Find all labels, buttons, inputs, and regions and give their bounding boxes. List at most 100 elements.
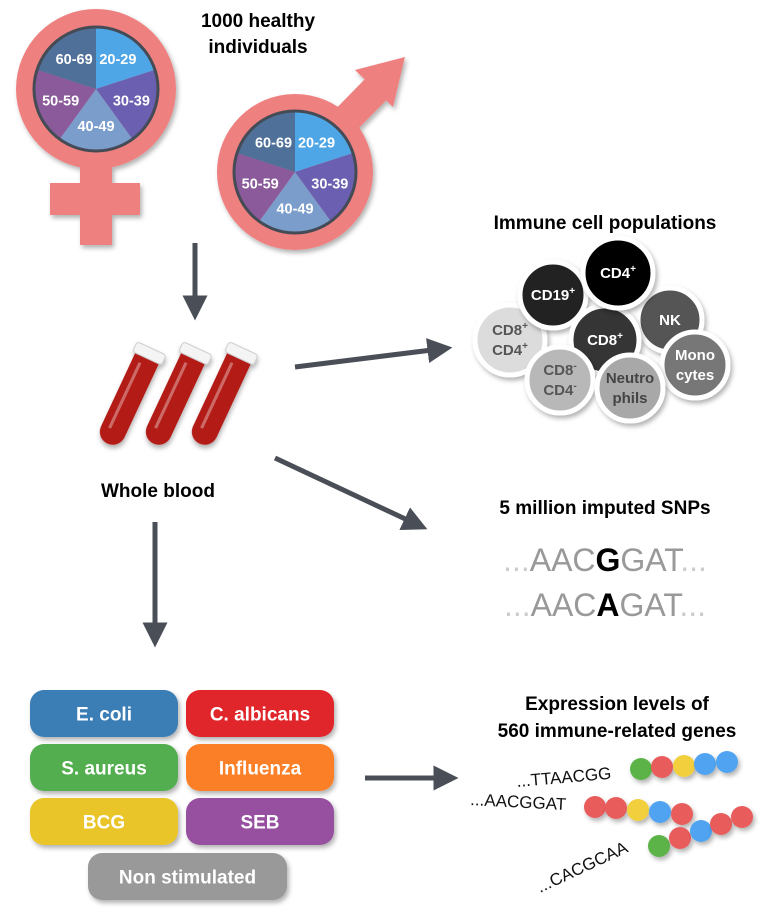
expression-bead [630,758,652,780]
cell-label: CD8- [543,361,576,379]
stimulus-label: Non stimulated [119,868,256,889]
snp-suffix: ... [680,542,707,578]
female-pie-outline [32,25,160,153]
male-pie-slice-60-69 [236,111,295,172]
expression-bead [731,806,753,828]
stimulus-label: S. aureus [61,759,147,780]
expression-bead [649,801,671,823]
female-pie-label: 20-29 [99,52,136,68]
gene-sequence: ...CACGCAA [534,838,632,897]
stimulation-conditions: E. coli C. albicans S. aureus Influenza BCG S… [30,690,334,900]
cell-cd19pos: CD19+ [517,259,589,331]
gene-sequence: ...TTAACGG [516,764,612,791]
cell-neutro-phils: Neutro phils [594,352,666,424]
expression-bead [627,799,649,821]
female-pie-slice-60-69 [37,27,96,89]
expression-bead [716,751,738,773]
blood-tubes [99,342,258,445]
stimulus-label: E. coli [76,705,132,726]
cell-label: CD4+ [492,341,528,359]
female-pie-label: 40-49 [77,119,114,135]
cell-cd8pos-cd4pos: CD8+ CD4+ [472,302,548,378]
male-pie-label: 30-39 [311,176,348,192]
male-pie-label: 40-49 [276,202,313,218]
stimulus-c-albicans[interactable]: C. albicans [186,690,334,737]
snp-row: ...AACGGAT... [503,542,707,578]
male-pie-label: 50-59 [242,176,279,192]
male-pie-slice-40-49 [259,172,331,233]
cell-label: phils [612,390,647,407]
expression-title-line2: 560 immune-related genes [498,721,737,742]
immune-cell-cluster: CD8+ CD4+ CD19+ NK CD8+ CD4+ CD8- CD4- Mono cytes… [472,235,731,424]
stimulus-label: Influenza [219,759,302,780]
expression-bead [690,820,712,842]
snp-before: AAC [531,587,597,623]
stimulus-label: SEB [240,813,279,834]
snp-after: GAT [620,587,683,623]
snp-after: GAT [620,542,683,578]
snp-variant: G [596,542,621,578]
expression-bead [671,803,693,825]
female-pie-slice-20-29 [96,27,155,89]
whole-blood-label: Whole blood [101,481,215,502]
snps-title: 5 million imputed SNPs [499,498,710,519]
cell-label: CD4- [543,381,576,399]
snp-before: AAC [530,542,596,578]
male-pie-label: 60-69 [255,135,292,151]
cell-label: cytes [676,367,714,384]
cell-label: CD8+ [587,331,623,349]
cell-label: Neutro [606,370,654,387]
stimulus-bcg[interactable]: BCG [30,798,178,845]
stimulus-label: C. albicans [210,705,310,726]
gene-strand: ...AACGGAT [470,790,693,825]
male-pie-slice-50-59 [234,153,295,222]
male-pie-label: 20-29 [298,135,335,151]
male-pie-slice-20-29 [295,111,354,172]
male-pie-slice-30-39 [295,153,356,222]
arrow-blood-to-cells [294,338,453,370]
cohort-title-line2: individuals [208,37,307,58]
arrow-blood-to-snps [273,455,428,531]
female-pie-label: 30-39 [113,93,150,109]
expression-bead [694,753,716,775]
snp-variant: A [596,587,619,623]
female-pie-slice-30-39 [96,69,158,140]
stimulus-label: BCG [83,813,125,834]
male-pie-outline [232,109,358,235]
stimulus-non-stimulated[interactable]: Non stimulated [88,853,287,900]
snp-prefix: ... [503,542,530,578]
gene-sequence: ...AACGGAT [470,790,567,814]
cell-label: NK [659,312,681,329]
expression-bead [648,835,670,857]
cell-label: CD4+ [600,264,636,282]
cell-cd8neg-cd4neg: CD8- CD4- [524,344,596,416]
cell-mono-cytes: Mono cytes [659,329,731,401]
expression-bead [710,813,732,835]
stimulus-s-aureus[interactable]: S. aureus [30,744,178,791]
blood-tube [145,342,212,445]
expression-bead [673,755,695,777]
female-age-pie: 20-29 30-39 40-49 50-59 60-69 [32,25,160,153]
expression-bead [605,797,627,819]
stimulus-e-coli[interactable]: E. coli [30,690,178,737]
female-pie-slice-40-49 [59,89,133,151]
female-pie-label: 50-59 [42,93,79,109]
stimulus-seb[interactable]: SEB [186,798,334,845]
expression-bead [651,756,673,778]
snp-sequences: ...AACGGAT......AACAGAT... [503,542,707,623]
stimulus-influenza[interactable]: Influenza [186,744,334,791]
cell-cd4pos: CD4+ [580,235,656,311]
cell-label: CD19+ [531,286,575,304]
female-pie-slice-50-59 [33,69,96,140]
cell-label: CD8+ [492,321,528,339]
expression-bead [584,796,606,818]
female-pie-label: 60-69 [56,52,93,68]
cell-label: Mono [675,347,715,364]
snp-suffix: ... [679,587,706,623]
blood-tube [99,342,166,445]
gene-strand: ...TTAACGG [516,751,738,791]
cohort-title-line1: 1000 healthy [201,11,315,32]
immune-title: Immune cell populations [494,213,717,234]
snp-prefix: ... [504,587,531,623]
